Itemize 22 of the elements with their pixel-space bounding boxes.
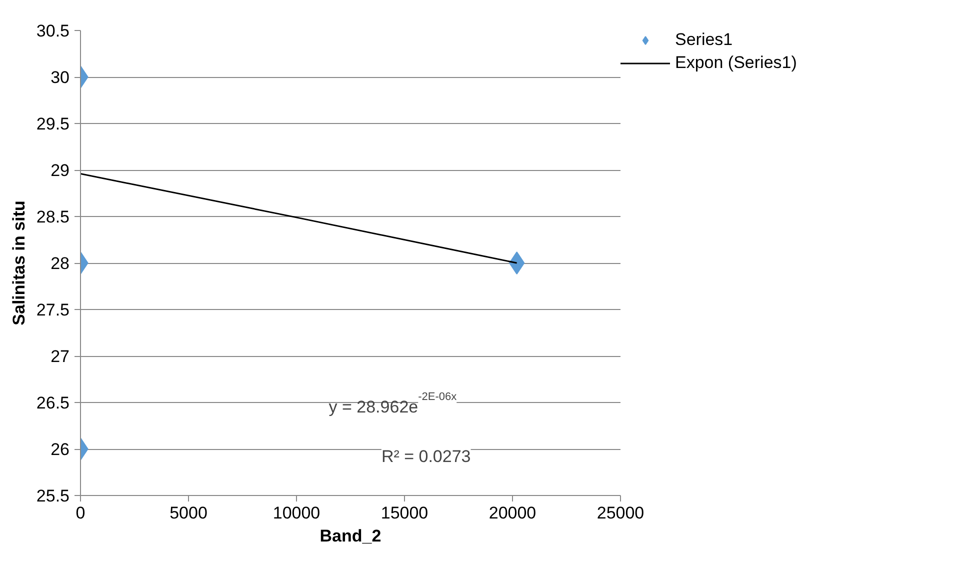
legend-label: Series1 [675, 30, 733, 50]
y-tick-label: 30.5 [36, 22, 70, 40]
x-tick-label: 25000 [596, 504, 644, 522]
legend-label: Expon (Series1) [675, 53, 797, 73]
y-tick-label: 30 [50, 68, 70, 87]
y-tick-label: 27 [50, 347, 70, 366]
x-axis-title: Band_2 [320, 526, 382, 546]
x-tick-label: 5000 [170, 504, 208, 522]
y-tick-label: 28 [50, 254, 70, 273]
annotation: R² = 0.0273 [381, 447, 471, 466]
x-tick-label: 15000 [380, 504, 428, 522]
x-tick-label: 10000 [272, 504, 320, 522]
y-tick-label: 29.5 [36, 114, 70, 134]
y-tick-label: 26.5 [36, 394, 70, 412]
y-tick-label: 28.5 [36, 208, 70, 226]
x-tick-label: 20000 [488, 504, 536, 522]
y-tick-label: 25.5 [36, 486, 70, 506]
x-tick-label: 0 [76, 504, 86, 522]
y-tick-label: 29 [50, 161, 70, 180]
y-tick-label: 27.5 [36, 300, 70, 320]
y-tick-label: 26 [50, 440, 70, 459]
y-axis-title: Salinitas in situ [9, 200, 28, 326]
